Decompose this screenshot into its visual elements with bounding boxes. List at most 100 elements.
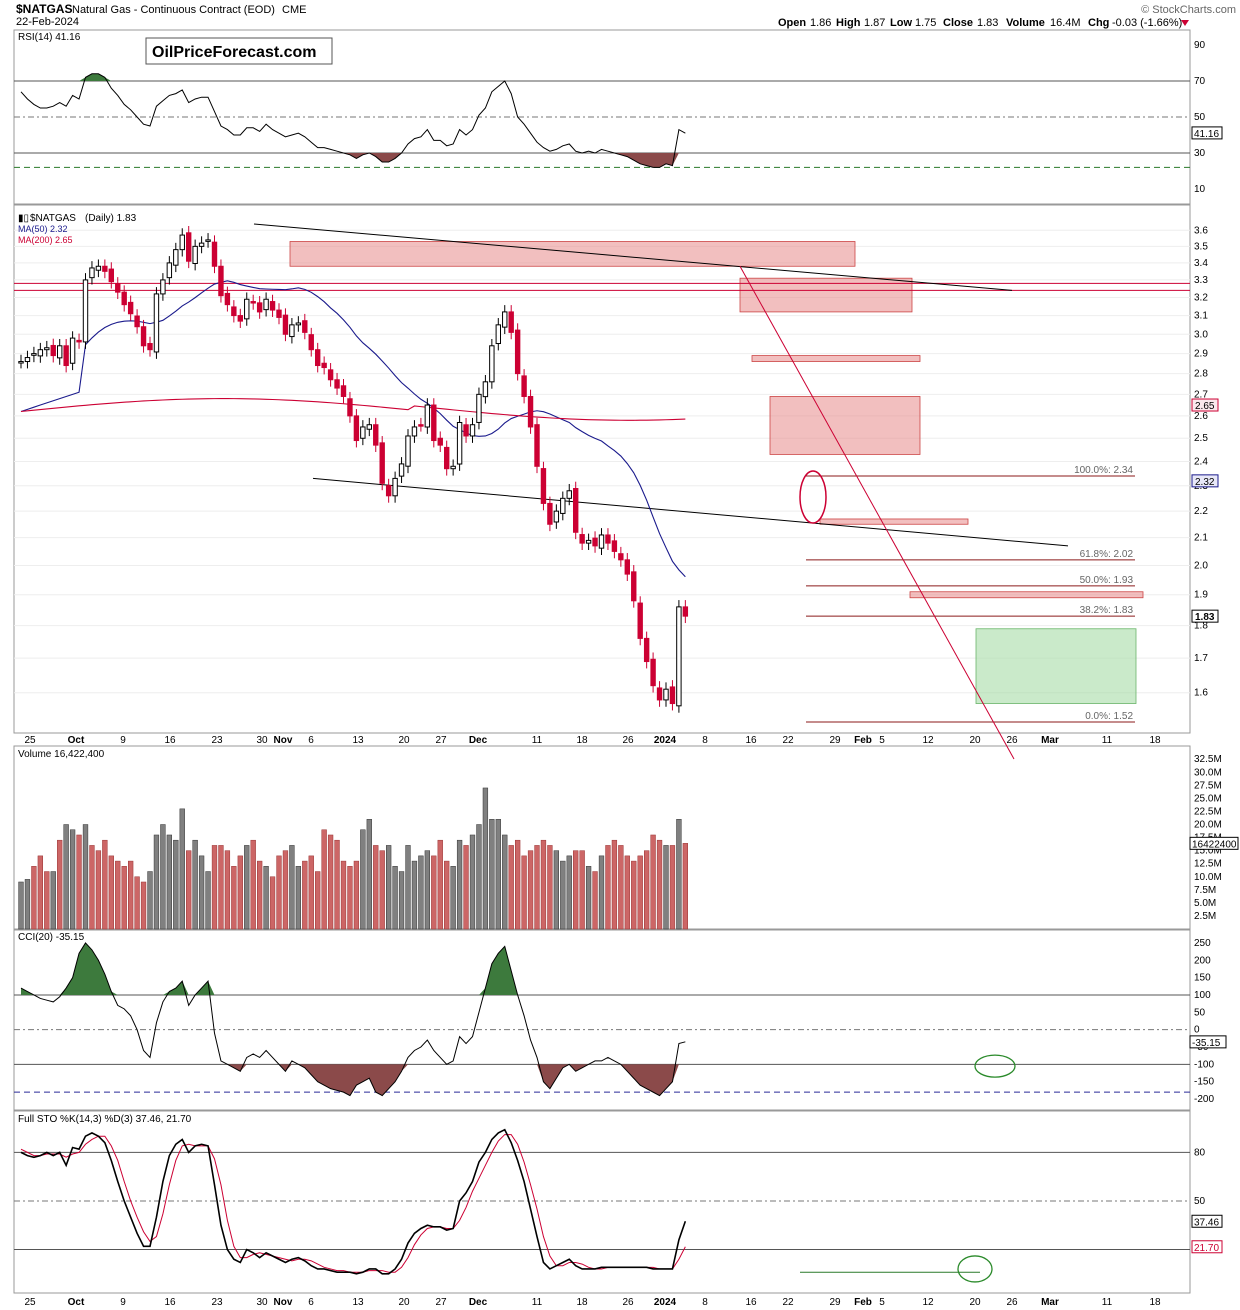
- price-tick-label: 2.5: [1194, 433, 1208, 444]
- volume-bar: [624, 855, 630, 930]
- candle: [360, 426, 366, 439]
- price-tick-label: 1.9: [1194, 590, 1208, 601]
- resistance-zone: [769, 396, 921, 455]
- volume-bar: [560, 860, 566, 930]
- watermark: OilPriceForecast.com: [152, 44, 317, 61]
- candle: [424, 404, 431, 428]
- svg-text:(Daily) 1.83: (Daily) 1.83: [85, 213, 137, 224]
- x-tick-label: 6: [308, 1297, 314, 1308]
- price-tick-label: 1.8: [1194, 621, 1208, 632]
- price-tick-label: 3.5: [1194, 241, 1208, 252]
- volume-bar: [44, 871, 50, 930]
- candle: [50, 344, 56, 357]
- resistance-zone: [751, 355, 921, 362]
- candle: [534, 424, 540, 467]
- candle: [269, 301, 276, 311]
- volume-bar: [553, 850, 560, 930]
- highlight-ellipse: [799, 470, 827, 524]
- candle: [521, 375, 527, 397]
- candle: [289, 324, 295, 338]
- candle: [450, 465, 456, 470]
- volume-bar: [57, 839, 63, 930]
- upper-trendline: [253, 223, 1013, 291]
- x-tick-label: Nov: [274, 735, 293, 746]
- x-tick-label: 2024: [654, 735, 677, 746]
- volume-bar: [76, 834, 82, 930]
- volume-bar: [360, 829, 366, 930]
- price-tick-label: 3.6: [1194, 225, 1208, 236]
- ma50-line: [20, 280, 686, 578]
- cci-tick-label: -150: [1194, 1077, 1214, 1088]
- volume-bar: [411, 860, 418, 930]
- high-value: 1.87: [864, 17, 885, 29]
- price-tick-label: 2.1: [1194, 533, 1208, 544]
- volume-bar: [431, 855, 437, 930]
- volume-bar: [489, 819, 495, 930]
- volume-tick-label: 22.5M: [1194, 806, 1222, 817]
- volume-bar: [269, 876, 276, 930]
- rsi-line: [20, 73, 686, 168]
- x-tick-label: 23: [211, 735, 223, 746]
- fib-level-label: 50.0%: 1.93: [1080, 575, 1134, 586]
- volume-bar: [650, 834, 656, 930]
- volume-bar: [353, 860, 360, 930]
- x-tick-label: 13: [352, 735, 364, 746]
- candle: [173, 249, 179, 266]
- price-tick-label: 3.0: [1194, 329, 1208, 340]
- volume-tick-label: 27.5M: [1194, 780, 1222, 791]
- candle: [663, 688, 669, 701]
- cci-tick-label: -100: [1194, 1059, 1214, 1070]
- volume-bar: [63, 824, 69, 930]
- candle: [585, 539, 592, 544]
- volume-bar: [95, 850, 102, 930]
- volume-tick-label: 12.5M: [1194, 859, 1222, 870]
- cci-positive-fill: [21, 942, 686, 995]
- volume-bar: [676, 819, 682, 930]
- volume-bar: [140, 881, 147, 930]
- candle: [18, 361, 24, 364]
- candle: [315, 349, 321, 367]
- fib-level-label: 100.0%: 2.34: [1074, 465, 1133, 476]
- candle: [76, 339, 82, 343]
- candle: [108, 268, 114, 283]
- candle: [121, 291, 127, 306]
- x-tick-label: 5: [879, 1297, 885, 1308]
- x-tick-label: 18: [1149, 735, 1161, 746]
- volume-bar: [469, 834, 476, 930]
- candle: [385, 485, 392, 497]
- x-tick-label: Feb: [854, 1297, 872, 1308]
- candle: [276, 309, 282, 318]
- volume-bar: [237, 855, 243, 930]
- x-tick-label: 20: [969, 1297, 981, 1308]
- candle: [373, 424, 379, 446]
- x-tick-label: 20: [398, 735, 410, 746]
- sto-panel: [13, 1110, 1191, 1294]
- candle: [140, 326, 147, 347]
- volume-bar: [463, 845, 469, 930]
- volume-bar: [263, 866, 269, 930]
- price-tick-label: 2.9: [1194, 349, 1208, 360]
- candle: [282, 314, 289, 335]
- cci-line: [20, 942, 686, 1097]
- candle: [57, 345, 63, 359]
- candle: [31, 353, 37, 356]
- candle: [392, 477, 398, 497]
- sto-tick-label: 80: [1194, 1147, 1206, 1158]
- candle: [573, 487, 579, 533]
- volume-bar: [398, 871, 405, 930]
- volume-last-box: [1189, 836, 1239, 850]
- candle: [418, 424, 424, 427]
- candle: [89, 267, 95, 279]
- candle: [456, 421, 463, 465]
- candle: [115, 283, 121, 293]
- candle: [611, 540, 618, 552]
- price-legend-symbol: $NATGAS: [30, 213, 76, 224]
- volume-tick-label: 20.0M: [1194, 820, 1222, 831]
- x-tick-label: 11: [1102, 1297, 1113, 1308]
- candle: [250, 301, 256, 304]
- volume-bar: [153, 834, 160, 930]
- cci-last-box: [1189, 1035, 1227, 1049]
- x-tick-label: 29: [829, 735, 841, 746]
- copyright-text: © StockCharts.com: [1141, 4, 1236, 16]
- volume-bar: [147, 871, 153, 930]
